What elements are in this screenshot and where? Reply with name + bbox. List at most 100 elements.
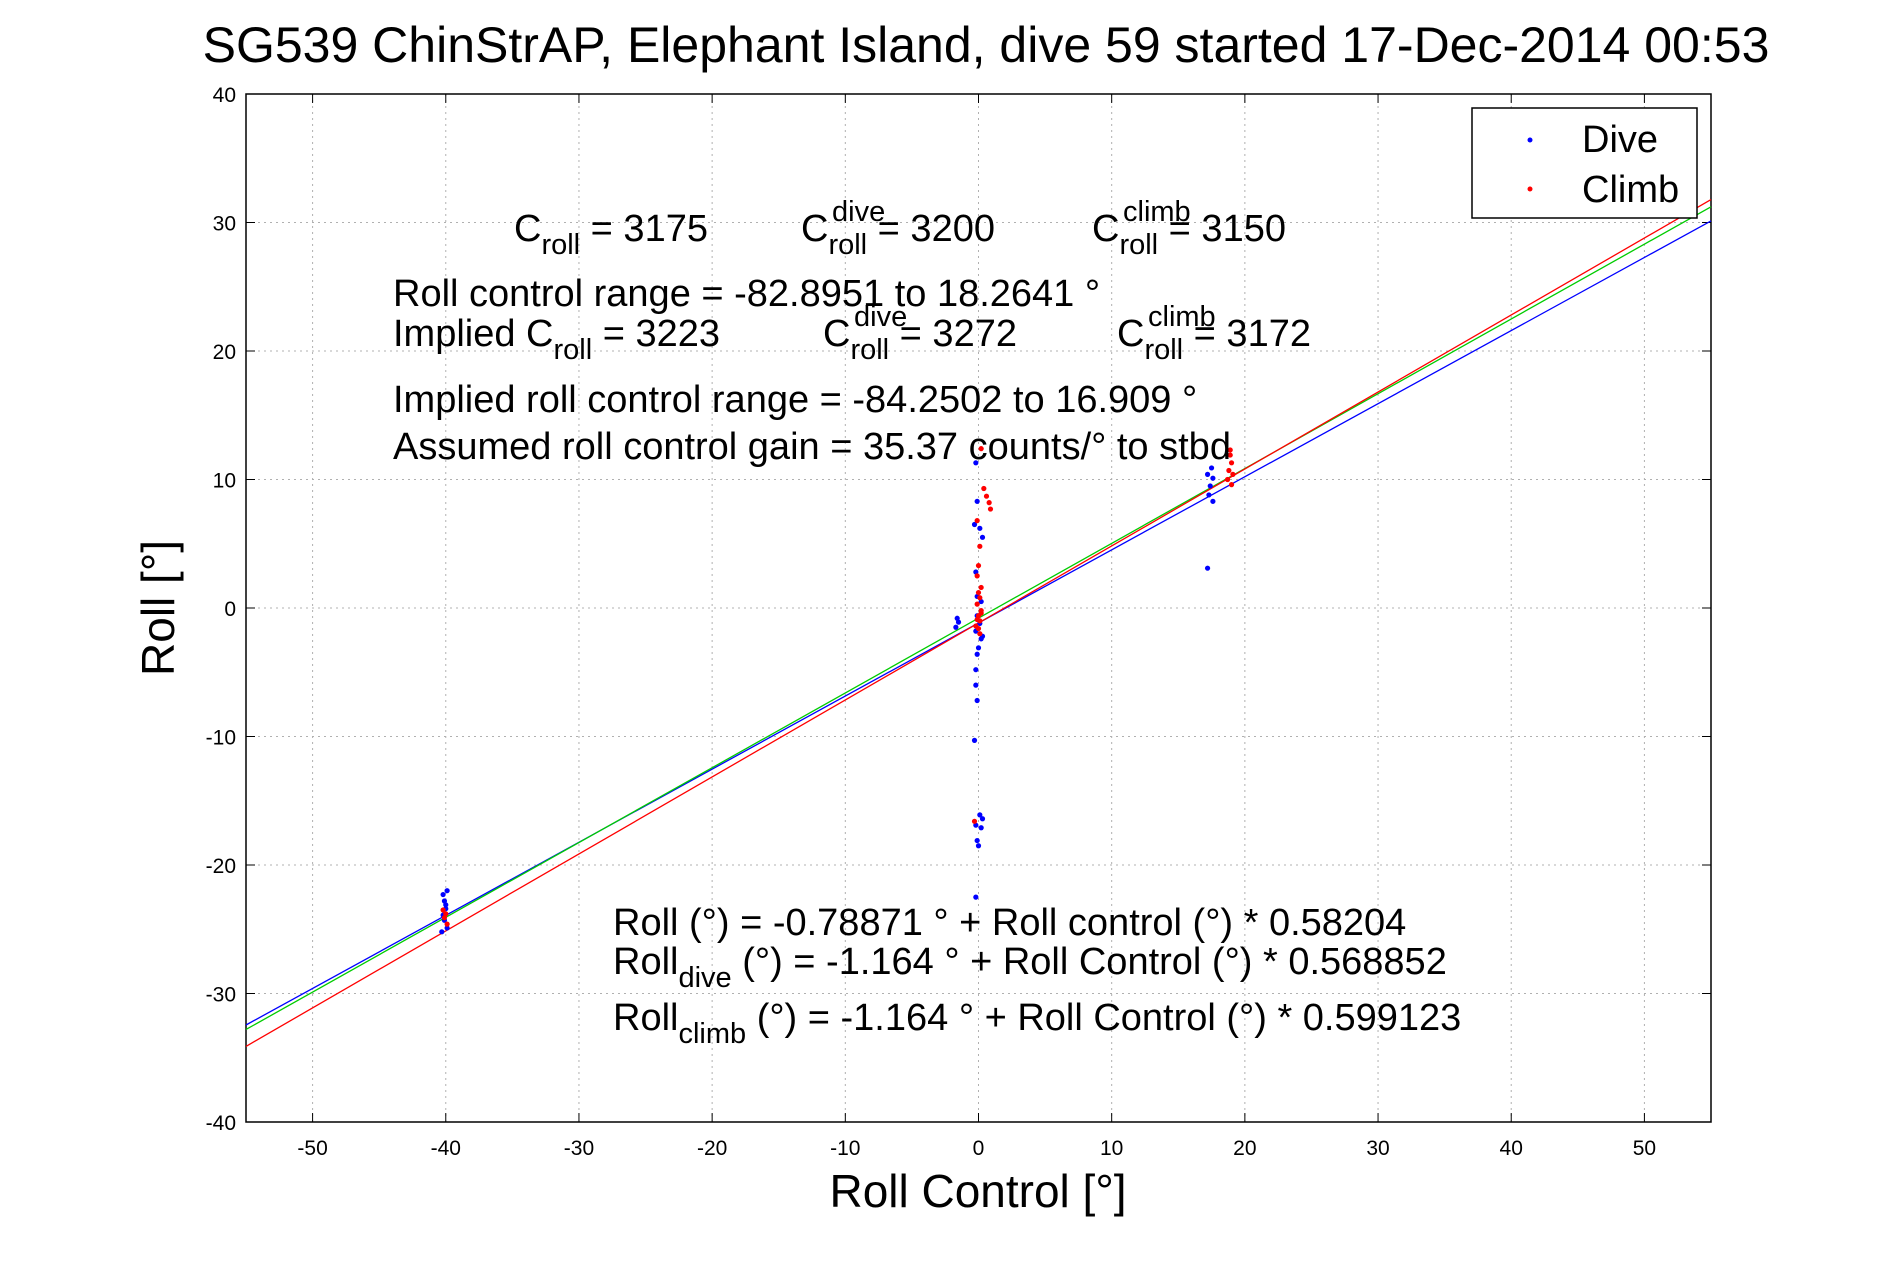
y-tick-label: -30 <box>206 984 236 1007</box>
point-climb <box>983 493 990 499</box>
y-tick-label: -20 <box>206 855 236 878</box>
annotation-c-roll-climb: Croll = 3150 <box>1092 208 1286 261</box>
annotation-implied-c-roll-climb: Croll = 3172 <box>1117 313 1311 366</box>
point-climb <box>441 915 448 921</box>
point-climb <box>974 601 980 607</box>
point-dive <box>973 894 979 900</box>
x-tick-label: 20 <box>1233 1137 1256 1160</box>
legend-label-climb: Climb <box>1582 169 1679 211</box>
point-climb <box>974 616 980 623</box>
point-climb <box>444 921 450 927</box>
annotation-roll-range: Roll control range = -82.8951 to 18.2641… <box>393 273 1100 315</box>
x-axis-ticks: -50 -40 -30 -20 -10 0 10 20 30 40 50 <box>297 94 1656 1160</box>
point-climb <box>1230 471 1236 477</box>
point-climb <box>978 610 984 616</box>
legend-marker-dive <box>1527 137 1533 143</box>
point-climb <box>1227 447 1233 453</box>
annotation-implied-c-roll: Implied Croll = 3223 <box>393 313 720 366</box>
y-tick-label: 10 <box>213 470 236 493</box>
annotation-c-roll-dive: Croll = 3200 <box>801 208 995 261</box>
point-dive <box>439 929 445 935</box>
point-dive <box>443 902 449 908</box>
point-climb <box>977 631 983 637</box>
annotation-implied-c-roll-dive-sup: dive <box>854 301 907 333</box>
point-dive <box>444 925 450 931</box>
point-dive <box>974 837 980 844</box>
point-climb <box>975 562 982 569</box>
annotation-fit-climb: Rollclimb (°) = -1.164 ° + Roll Control … <box>613 997 1461 1050</box>
point-climb <box>978 446 984 452</box>
point-dive <box>1206 492 1212 498</box>
point-dive <box>973 682 979 688</box>
x-tick-label: 0 <box>973 1137 985 1160</box>
point-dive <box>975 645 982 651</box>
y-tick-label: 20 <box>213 341 236 364</box>
annotation-implied-c-roll-climb-sup: climb <box>1148 301 1216 333</box>
point-climb <box>978 584 984 591</box>
annotation-implied-range: Implied roll control range = -84.2502 to… <box>393 379 1197 421</box>
point-dive <box>1207 483 1213 489</box>
y-tick-label: 0 <box>224 598 236 621</box>
point-dive <box>440 891 446 898</box>
point-dive <box>974 498 980 504</box>
data-points <box>439 446 1236 935</box>
annotation-c-roll-dive-sup: dive <box>832 196 885 228</box>
chart-title: SG539 ChinStrAP, Elephant Island, dive 5… <box>203 17 1770 73</box>
point-dive <box>1208 465 1215 471</box>
annotation-c-roll-climb-sup: climb <box>1123 196 1191 228</box>
point-dive <box>974 651 980 657</box>
point-climb <box>1228 482 1235 488</box>
point-climb <box>1227 452 1233 458</box>
legend-marker-climb <box>1527 186 1533 192</box>
point-dive <box>1204 471 1211 477</box>
x-tick-label: 30 <box>1366 1137 1389 1160</box>
legend-box <box>1471 107 1698 219</box>
point-climb <box>977 595 983 601</box>
point-dive <box>953 624 959 630</box>
y-axis-ticks: -40 -30 -20 -10 0 10 20 30 40 <box>206 84 1711 1135</box>
point-dive <box>979 816 986 822</box>
x-tick-label: -30 <box>564 1137 594 1160</box>
point-climb <box>974 518 980 524</box>
y-tick-label: 40 <box>213 84 236 107</box>
annotations: Croll = 3175 Croll = 3200 dive Croll = 3… <box>393 196 1461 1050</box>
point-climb <box>986 500 992 506</box>
x-tick-label: 50 <box>1633 1137 1656 1160</box>
annotation-fit-all: Roll (°) = -0.78871 ° + Roll control (°)… <box>613 902 1406 944</box>
point-dive <box>977 525 983 531</box>
point-dive <box>973 460 979 466</box>
x-tick-label: -40 <box>431 1137 461 1160</box>
y-axis-label: Roll [°] <box>132 540 184 676</box>
x-tick-label: -20 <box>697 1137 727 1160</box>
point-climb <box>975 589 982 596</box>
x-tick-label: -10 <box>830 1137 860 1160</box>
y-tick-label: -40 <box>206 1112 236 1135</box>
point-dive <box>978 825 984 831</box>
x-tick-label: 40 <box>1500 1137 1523 1160</box>
point-climb <box>1228 460 1235 466</box>
annotation-gain: Assumed roll control gain = 35.37 counts… <box>393 426 1231 468</box>
point-dive <box>975 843 982 849</box>
point-climb <box>440 907 446 913</box>
point-climb <box>1226 467 1232 474</box>
point-dive <box>971 521 978 528</box>
point-climb <box>987 506 994 512</box>
point-climb <box>981 485 987 492</box>
y-tick-label: -10 <box>206 727 236 750</box>
legend-label-dive: Dive <box>1582 119 1658 161</box>
annotation-c-roll: Croll = 3175 <box>514 208 708 261</box>
point-dive <box>444 888 450 894</box>
point-dive <box>1210 475 1216 481</box>
point-dive <box>1210 498 1216 504</box>
point-climb <box>974 573 980 579</box>
point-dive <box>974 697 980 704</box>
point-dive <box>977 812 983 818</box>
point-dive <box>979 534 986 540</box>
x-axis-label: Roll Control [°] <box>829 1165 1126 1217</box>
point-climb <box>1224 476 1231 483</box>
point-dive <box>973 667 979 673</box>
x-tick-label: -50 <box>297 1137 327 1160</box>
annotation-fit-dive: Rolldive (°) = -1.164 ° + Roll Control (… <box>613 941 1447 994</box>
legend: Dive Climb <box>1471 107 1698 219</box>
